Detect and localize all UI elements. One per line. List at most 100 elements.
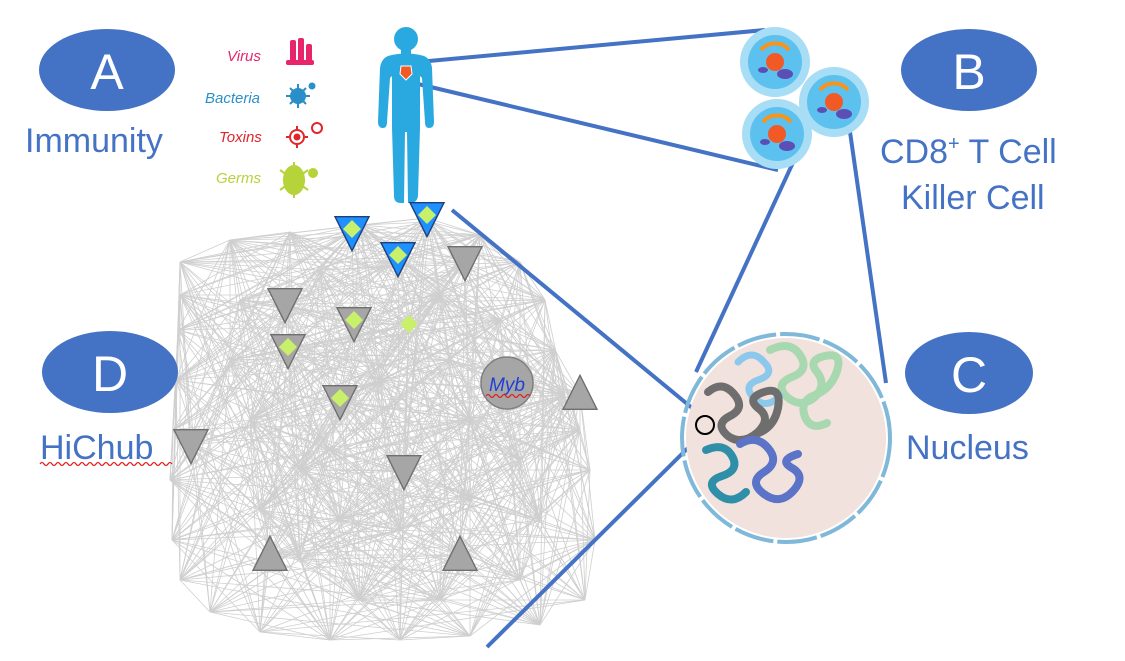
network-edge xyxy=(259,359,451,511)
network-edge xyxy=(339,470,405,521)
network-edge xyxy=(284,303,508,384)
network-edge xyxy=(287,257,399,351)
network-edge xyxy=(539,393,581,521)
network-edge xyxy=(584,469,591,601)
network-edge xyxy=(179,294,289,351)
network-edge xyxy=(299,469,521,581)
network-edge xyxy=(429,221,481,236)
network-edge xyxy=(397,257,508,384)
network-edge xyxy=(408,319,501,325)
network-edge xyxy=(399,393,581,531)
connector-body-to-cells-bottom xyxy=(417,82,779,172)
network-edge xyxy=(179,239,231,263)
network-edge xyxy=(190,382,508,446)
connector-network-to-nucleus xyxy=(450,208,705,419)
network-edge xyxy=(329,359,451,451)
network-edge xyxy=(449,359,521,581)
network-edge xyxy=(329,554,461,641)
network-edge xyxy=(229,239,546,301)
network-edge xyxy=(329,599,441,641)
network-edge xyxy=(209,470,405,613)
threat-bacteria: Bacteria xyxy=(205,82,316,108)
network-edge xyxy=(359,217,428,226)
network-edge xyxy=(287,349,341,521)
hub-label-underline xyxy=(485,393,531,399)
network-edge xyxy=(287,349,441,601)
network-node-triangle-down xyxy=(321,385,359,422)
network-edge xyxy=(249,419,261,633)
network-edge xyxy=(403,470,461,556)
network-edge xyxy=(169,479,401,531)
network-edge xyxy=(169,479,271,556)
network-edge xyxy=(171,519,341,541)
network-edge xyxy=(269,519,541,556)
network-edge xyxy=(177,239,231,331)
network-edge xyxy=(519,539,596,581)
network-edge xyxy=(329,393,581,451)
toxin-icon xyxy=(286,122,323,148)
network-edge xyxy=(299,559,331,641)
network-edge xyxy=(469,419,596,541)
network-edge xyxy=(190,359,451,446)
threat-label: Virus xyxy=(227,48,261,65)
chromatin-gray xyxy=(704,382,783,445)
network-edge xyxy=(359,379,381,601)
network-edge xyxy=(329,459,521,641)
bacteria-icon xyxy=(286,82,316,108)
network-edge xyxy=(339,400,586,601)
panel-b-badge: B xyxy=(901,29,1037,111)
network-edge xyxy=(229,359,441,601)
network-edge xyxy=(408,323,461,556)
network-edge xyxy=(269,554,521,581)
network-edge xyxy=(172,294,441,431)
network-edge xyxy=(397,257,461,556)
network-edge xyxy=(169,294,441,481)
network-edge xyxy=(379,257,399,381)
network-node-triangle-down xyxy=(408,201,446,239)
network-edge xyxy=(259,579,521,633)
network-edge xyxy=(519,519,541,581)
network-edge xyxy=(469,429,581,501)
threat-list: Virus Bacteria Toxins xyxy=(205,38,323,198)
diamond-marker xyxy=(400,315,418,333)
network-edge xyxy=(171,539,441,601)
network-node-triangle-up xyxy=(441,534,479,571)
network-edge xyxy=(449,359,541,521)
network-node-triangle-down xyxy=(379,241,417,279)
network-edge xyxy=(209,529,401,613)
network-edge xyxy=(299,469,341,521)
germ-icon xyxy=(279,162,318,198)
network-edge xyxy=(179,554,271,581)
network-edge xyxy=(175,261,466,381)
threat-label: Toxins xyxy=(219,129,262,146)
network-edge xyxy=(469,459,521,501)
network-edge xyxy=(190,400,341,446)
panel-b-caption-line2: Killer Cell xyxy=(901,179,1045,217)
network-edge xyxy=(239,299,341,521)
network-edge xyxy=(269,349,289,556)
network-edge xyxy=(399,529,586,601)
network-edge xyxy=(379,379,591,471)
network-edge xyxy=(179,294,192,446)
chromatin-indigo xyxy=(736,435,804,504)
connector-nucleus-to-network xyxy=(485,433,703,649)
diamond-marker xyxy=(331,389,349,407)
network-edge xyxy=(439,294,501,321)
network-edge xyxy=(175,379,301,561)
network-edge xyxy=(284,257,399,305)
network-edge xyxy=(284,303,331,451)
network-edge xyxy=(239,299,410,325)
threat-toxins: Toxins xyxy=(219,122,323,148)
network-edge xyxy=(299,393,581,471)
network-edge xyxy=(408,323,586,601)
network-edge xyxy=(353,322,405,472)
network-edge xyxy=(259,400,341,511)
network-edge xyxy=(439,294,546,301)
network-edge xyxy=(190,444,341,521)
network-edge xyxy=(359,224,481,236)
network-edge xyxy=(359,393,581,601)
network-edge xyxy=(179,231,291,296)
network-edge xyxy=(299,322,355,561)
network-edge xyxy=(229,323,410,361)
